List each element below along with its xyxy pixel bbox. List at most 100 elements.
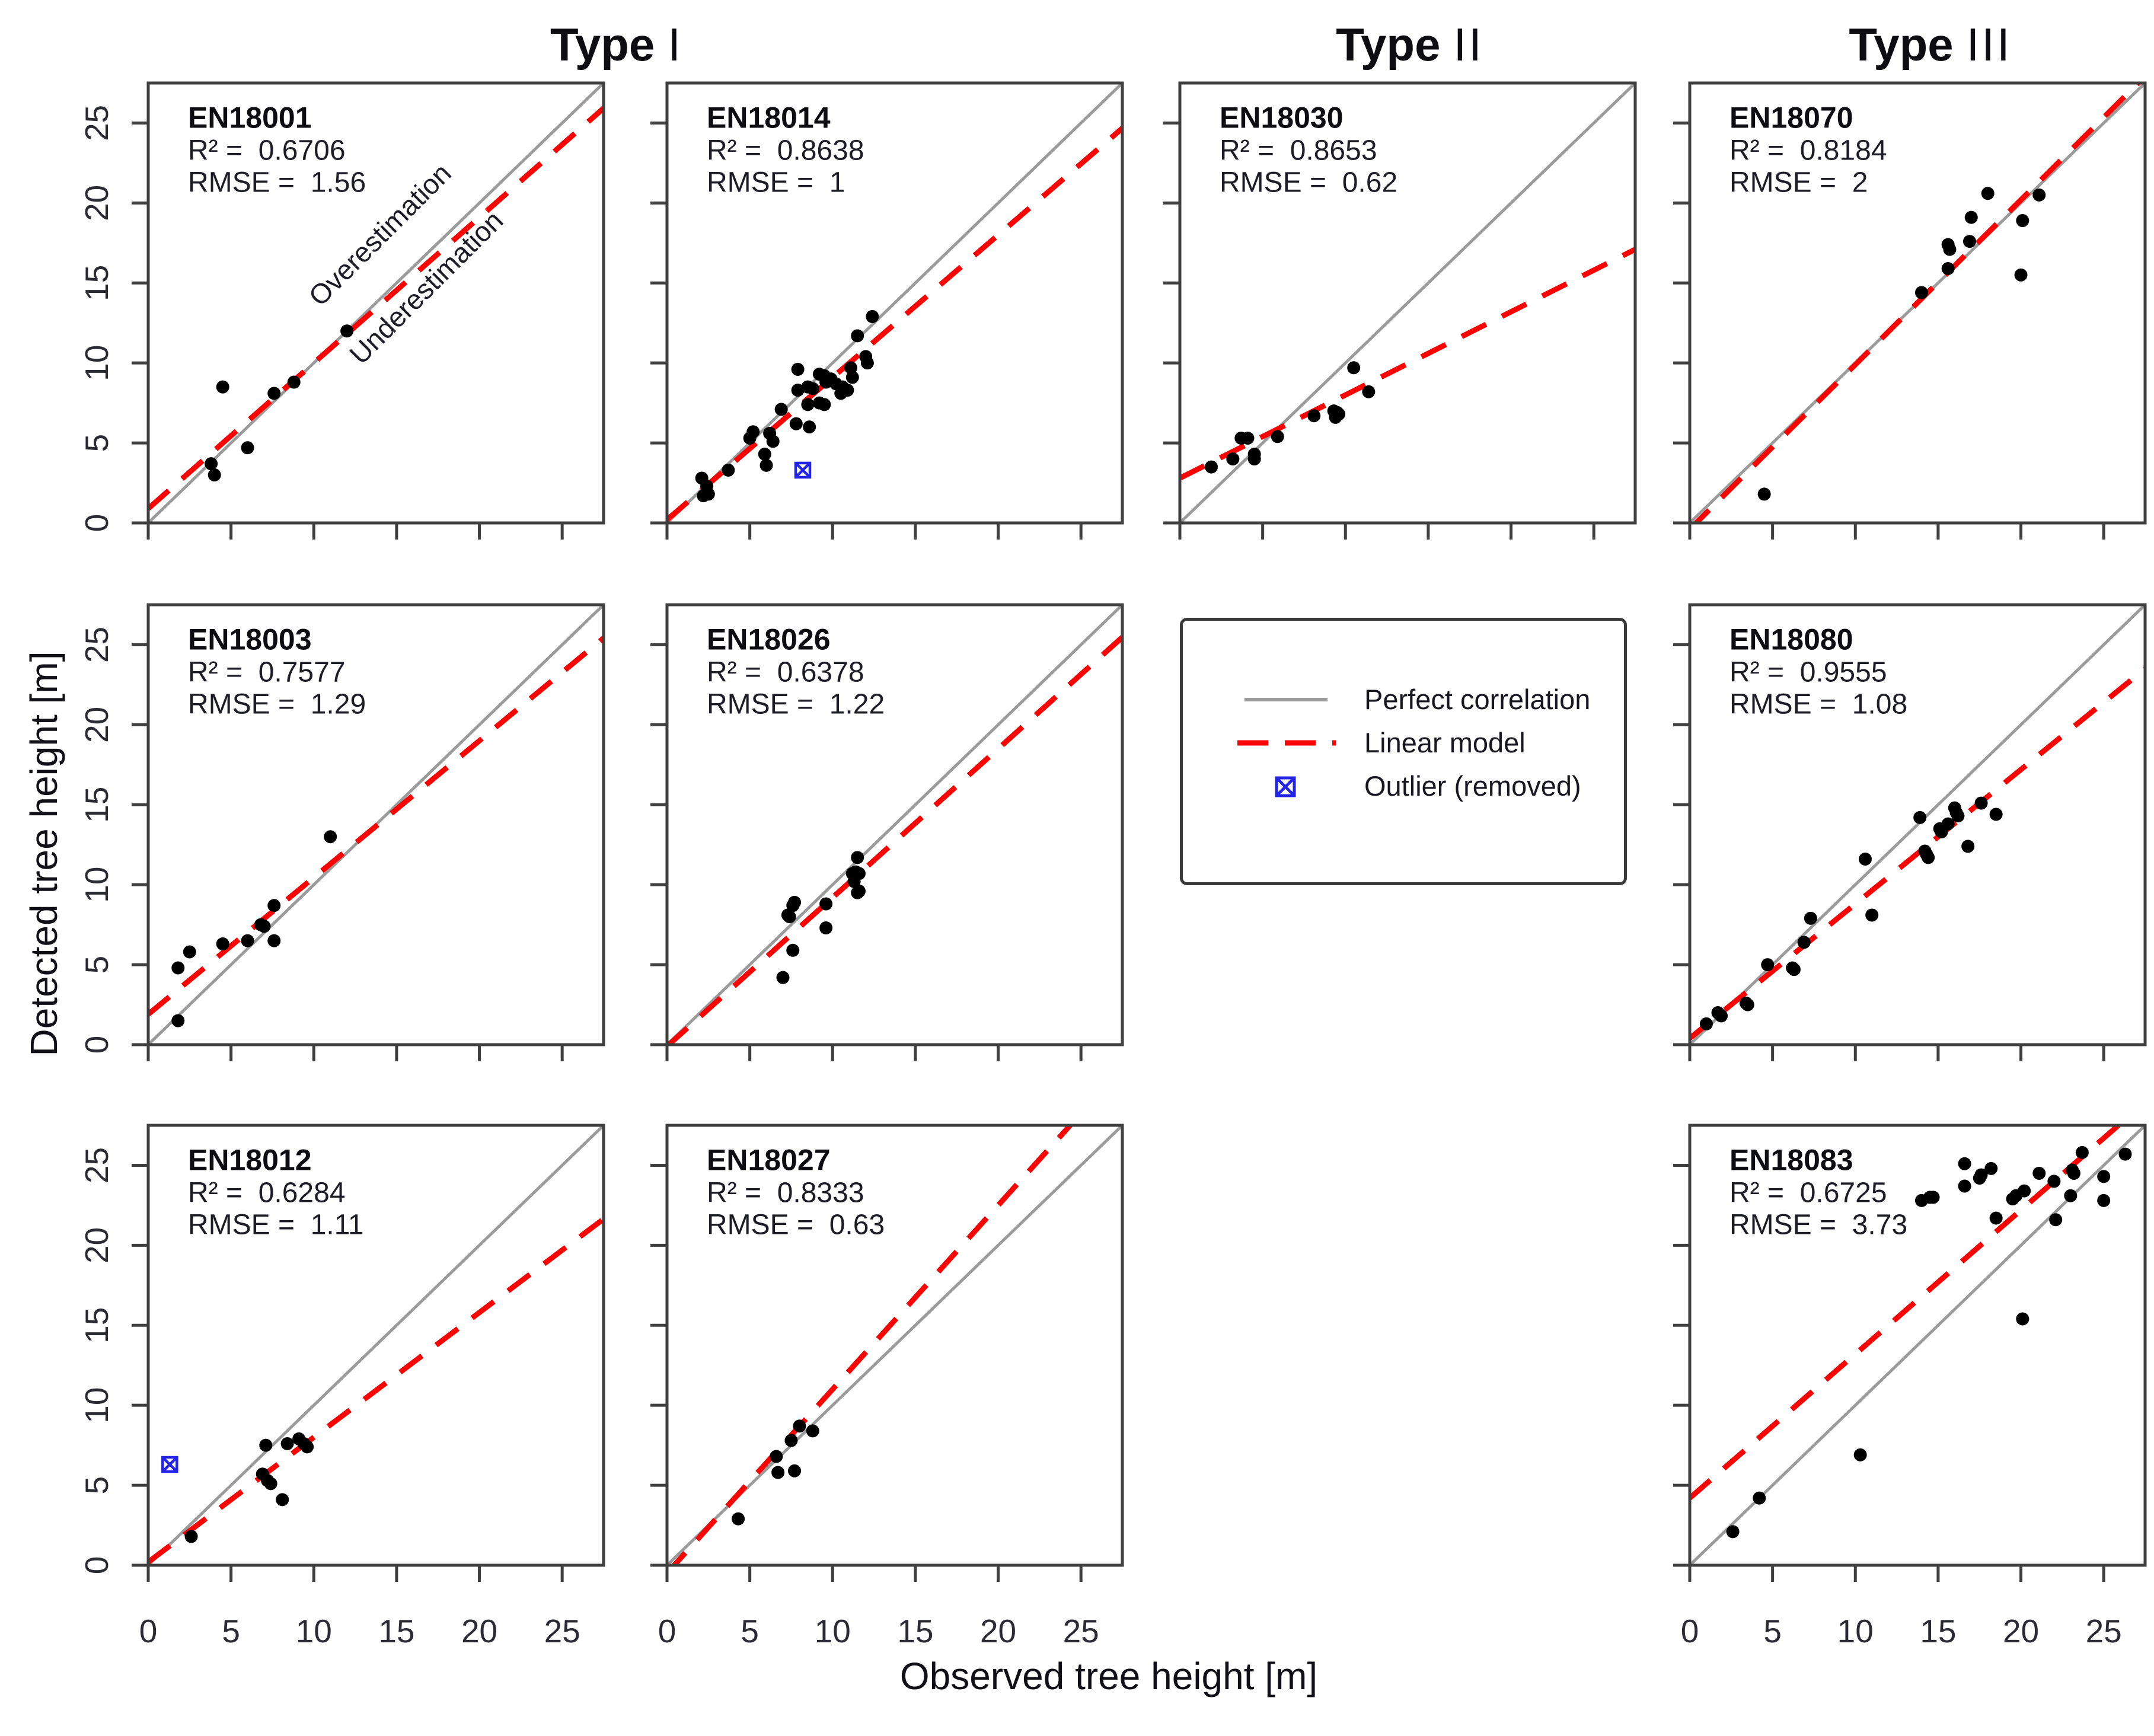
fit-line — [667, 635, 1122, 1045]
x-tick-label: 0 — [658, 1613, 676, 1649]
x-tick-label: 15 — [1920, 1613, 1956, 1649]
y-tick-label: 15 — [78, 1307, 115, 1344]
data-point — [208, 468, 221, 482]
data-point — [1926, 1191, 1940, 1204]
data-point — [241, 934, 254, 947]
y-tick-label: 10 — [78, 345, 115, 381]
x-axis-title: Observed tree height [m] — [899, 1655, 1318, 1697]
data-point — [2018, 1184, 2031, 1198]
data-point — [834, 387, 848, 400]
data-point — [1961, 840, 1975, 853]
data-point — [760, 458, 773, 472]
r2-label: R² = 0.7577 — [188, 657, 346, 688]
data-point — [1914, 286, 1928, 299]
x-tick-label: 20 — [2003, 1613, 2039, 1649]
panel-id-label: EN18026 — [707, 623, 831, 656]
fit-line — [1180, 247, 1635, 481]
data-point — [1329, 410, 1342, 424]
rmse-label: RMSE = 1.56 — [188, 167, 366, 198]
x-tick-label: 10 — [1837, 1613, 1874, 1649]
data-point — [818, 398, 831, 411]
y-tick-label: 10 — [78, 867, 115, 903]
data-point — [1753, 1491, 1766, 1505]
data-point — [1699, 1017, 1713, 1030]
data-point — [793, 1419, 806, 1433]
fit-line — [148, 106, 604, 511]
r2-label: R² = 0.8638 — [707, 135, 864, 167]
data-point — [774, 403, 788, 416]
y-tick-label: 25 — [78, 627, 115, 663]
data-point — [2047, 1175, 2061, 1188]
red-dashed-line-icon — [1234, 739, 1338, 747]
data-point — [791, 384, 805, 397]
data-point — [1271, 430, 1284, 443]
rmse-label: RMSE = 0.63 — [707, 1209, 885, 1240]
panel-id-label: EN18012 — [188, 1144, 312, 1177]
data-point — [280, 1437, 294, 1450]
outlier-marker — [794, 461, 812, 479]
data-point — [1958, 1157, 1971, 1170]
y-tick-label: 5 — [78, 956, 115, 974]
data-point — [340, 324, 354, 338]
data-point — [1761, 958, 1775, 972]
x-tick-label: 20 — [461, 1613, 497, 1649]
data-point — [784, 1434, 798, 1447]
data-point — [844, 361, 857, 375]
data-point — [1804, 911, 1817, 925]
column-header-type-2: Type II — [1336, 18, 1484, 72]
data-point — [267, 387, 281, 400]
data-point — [1989, 808, 2003, 821]
panel-border — [146, 603, 605, 1046]
panel-border — [146, 81, 605, 525]
rmse-label: RMSE = 2 — [1729, 167, 1868, 198]
legend-row-outlier: Outlier (removed) — [1234, 770, 1624, 802]
panel-id-label: EN18027 — [707, 1144, 831, 1177]
data-point — [806, 382, 819, 395]
type-1-numeral: I — [668, 18, 683, 71]
identity-line — [1690, 605, 2145, 1045]
r2-label: R² = 0.8333 — [707, 1177, 864, 1209]
panel-id-label: EN18070 — [1729, 101, 1853, 135]
data-point — [183, 945, 196, 959]
data-point — [2118, 1147, 2132, 1161]
y-tick-label: 5 — [78, 1476, 115, 1495]
data-point — [1974, 1168, 1988, 1182]
y-tick-label: 20 — [78, 707, 115, 743]
type-2-numeral: II — [1453, 18, 1484, 71]
y-tick-label: 25 — [78, 1147, 115, 1183]
type-1-bold-label: Type — [550, 18, 655, 71]
panel-border — [1688, 603, 2147, 1046]
r2-label: R² = 0.6725 — [1729, 1177, 1887, 1209]
data-point — [1787, 963, 1801, 976]
data-point — [845, 371, 859, 384]
data-point — [2049, 1213, 2063, 1227]
rmse-label: RMSE = 3.73 — [1729, 1209, 1907, 1240]
data-point — [1941, 817, 1955, 831]
panel-border — [665, 1124, 1124, 1567]
outlier-marker — [161, 1456, 178, 1473]
data-point — [758, 447, 771, 461]
data-point — [1205, 460, 1218, 474]
x-tick-label: 25 — [2086, 1613, 2122, 1649]
panel-id-label: EN18080 — [1729, 623, 1853, 656]
data-point — [2097, 1194, 2111, 1207]
data-point — [1984, 1161, 1998, 1175]
data-point — [1859, 853, 1872, 866]
data-point — [2075, 1145, 2089, 1159]
data-point — [852, 884, 866, 898]
data-point — [701, 487, 715, 501]
data-point — [1226, 452, 1240, 466]
data-point — [1853, 1448, 1867, 1461]
type-3-numeral: III — [1966, 18, 2012, 71]
x-tick-label: 15 — [378, 1613, 414, 1649]
data-point — [732, 1512, 745, 1526]
data-point — [2016, 214, 2029, 228]
data-point — [1974, 796, 1988, 810]
data-point — [2097, 1170, 2111, 1183]
